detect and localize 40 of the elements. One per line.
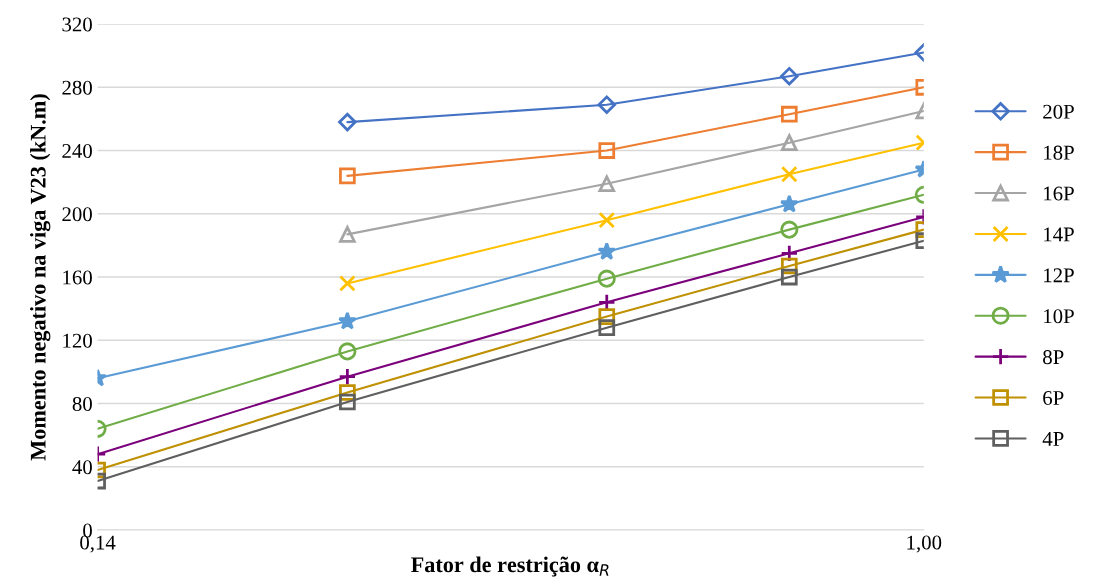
point [598,211,616,229]
legend-label: 8P [1043,350,1064,365]
y-tick-label: 40 [72,460,92,475]
y-axis-title: Momento negativo na viga V23 (kN.m) [30,94,51,461]
legend-label: 20P [1043,104,1074,119]
point [598,175,616,193]
point [597,242,617,260]
point [339,393,356,411]
legend-label: 10P [1044,309,1074,324]
point [338,367,357,386]
point [780,134,798,151]
point [338,112,357,132]
point [338,342,357,361]
point [598,319,616,336]
y-tick-label: 240 [62,143,92,158]
point [597,269,616,288]
point [339,167,356,185]
x-tick-label: 1,00 [907,535,942,553]
legend-label: 18P [1044,145,1074,160]
point [338,311,357,330]
point [339,275,356,292]
legend-label: 16P [1044,186,1074,201]
y-tick-label: 80 [72,396,92,411]
point [779,194,799,213]
point [598,142,616,159]
legend-label: 12P [1044,268,1074,283]
point [597,95,617,114]
y-tick-label: 120 [63,333,92,348]
point [780,165,798,183]
y-tick-label: 160 [63,270,92,285]
point [780,105,798,123]
legend-label: 6P [1043,391,1064,406]
point [780,268,798,286]
y-tick-label: 280 [62,80,92,95]
y-tick-label: 200 [62,207,92,222]
point [339,226,356,243]
y-tick-label: 320 [62,17,92,32]
legend-label: 4P [1042,432,1064,446]
x-axis-title: Fator de restrição α$_{R}$ [411,556,609,577]
legend-label: 14P [1044,227,1074,242]
